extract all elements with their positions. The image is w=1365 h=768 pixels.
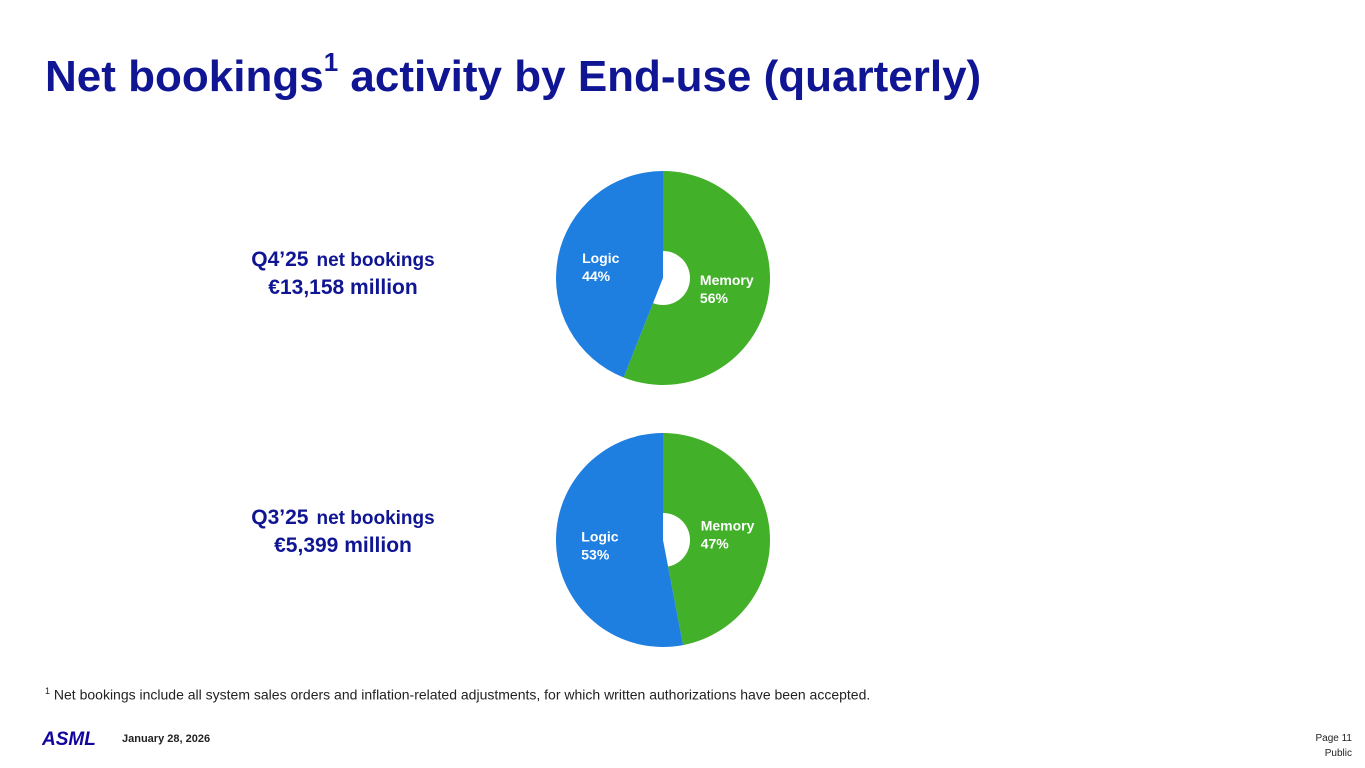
pie-label-memory: Memory 56% xyxy=(700,272,754,306)
asml-logo: ASML xyxy=(42,729,96,748)
title-footnote-mark: 1 xyxy=(323,47,339,78)
pie-slice-memory xyxy=(663,433,771,646)
footnote: 1 Net bookings include all system sales … xyxy=(45,686,870,703)
footnote-mark: 1 xyxy=(45,686,51,696)
logo-text: ASML xyxy=(42,729,96,748)
pie-label-logic: Logic 44% xyxy=(582,250,620,284)
classification-label: Public xyxy=(1324,748,1352,759)
q3-amount: €5,399 million xyxy=(274,534,412,557)
pie-label-logic: Logic 53% xyxy=(581,529,619,563)
slice-value: 53% xyxy=(581,547,610,563)
slice-name: Logic xyxy=(582,250,620,266)
page-number: Page 11 xyxy=(1315,733,1352,744)
footer-date: January 28, 2026 xyxy=(122,733,211,745)
slice-value: 44% xyxy=(582,268,611,284)
q3-net-bookings-text: net bookings xyxy=(316,508,435,529)
slice-name: Logic xyxy=(581,529,619,545)
slice-value: 56% xyxy=(700,290,729,306)
title-rest: activity by End-use (quarterly) xyxy=(338,52,982,101)
pie-label-memory: Memory 47% xyxy=(701,517,755,551)
pie-slice-memory xyxy=(623,171,771,386)
footnote-text: Net bookings include all system sales or… xyxy=(50,686,871,703)
q3-bookings-label: Q3’25 net bookings €5,399 million xyxy=(200,505,486,560)
q4-net-bookings-text: net bookings xyxy=(316,250,435,271)
pie-slice-logic xyxy=(556,171,663,378)
pie-slice-logic xyxy=(556,433,684,647)
q4-quarter: Q4’25 xyxy=(251,248,309,271)
q3-pie-chart: Memory 47% Logic 53% xyxy=(556,433,771,647)
slide-title: Net bookings1 activity by End-use (quart… xyxy=(45,49,982,102)
slice-name: Memory xyxy=(701,517,755,533)
title-main: Net bookings xyxy=(45,52,324,101)
q4-pie-chart: Memory 56% Logic 44% xyxy=(556,171,771,386)
q4-bookings-label: Q4’25 net bookings €13,158 million xyxy=(200,247,486,302)
slice-value: 47% xyxy=(701,535,730,551)
q3-quarter: Q3’25 xyxy=(251,506,309,529)
slice-name: Memory xyxy=(700,272,754,288)
q4-amount: €13,158 million xyxy=(268,276,418,299)
